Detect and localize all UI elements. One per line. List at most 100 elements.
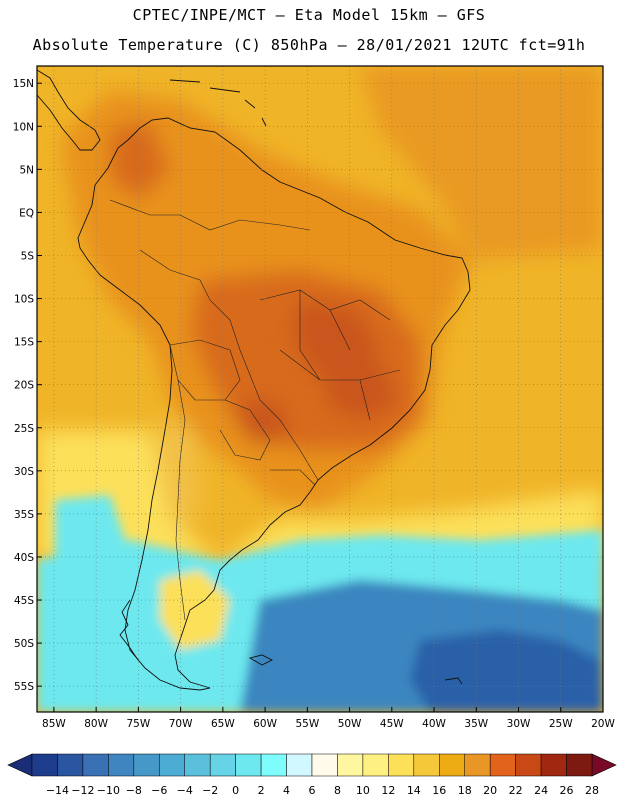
colorbar-label: 22 xyxy=(509,784,523,797)
colorbar-label: 26 xyxy=(560,784,574,797)
field-hot-spot-1 xyxy=(290,300,380,380)
colorbar-label: 0 xyxy=(232,784,239,797)
south-america-coastline xyxy=(77,117,471,691)
colorbar-label: 18 xyxy=(458,784,472,797)
lat-tick-label: 25S xyxy=(14,423,34,435)
colorbar-swatch xyxy=(489,753,516,777)
lat-tick-label: 15S xyxy=(14,337,34,349)
field-pacific-cold-patch xyxy=(55,495,125,590)
colorbar-label: 24 xyxy=(534,784,548,797)
colorbar-swatch xyxy=(311,753,338,777)
colorbar-swatch xyxy=(133,753,160,777)
map-title-line1: CPTEC/INPE/MCT – Eta Model 15km – GFS xyxy=(132,6,486,24)
south-georgia xyxy=(444,677,463,685)
colorbar-swatch xyxy=(108,753,135,777)
lat-tick-label: 20S xyxy=(14,380,34,392)
colorbar-swatch xyxy=(159,753,185,777)
colorbar-swatch xyxy=(515,753,542,777)
lat-tick-label: 30S xyxy=(14,466,34,478)
colorbar-label: 2 xyxy=(258,784,265,797)
lon-tick-label: 30W xyxy=(507,718,531,730)
colorbar-swatch xyxy=(388,753,415,777)
colorbar-swatch xyxy=(260,753,287,777)
border-uruguay xyxy=(270,469,316,486)
temperature-field xyxy=(37,66,603,712)
chiloe-fjords xyxy=(119,599,139,661)
colorbar-swatch xyxy=(286,753,313,777)
lat-tick-label: 50S xyxy=(14,638,34,650)
central-america-coastline xyxy=(37,69,101,151)
colorbar-under-arrow xyxy=(7,753,33,777)
border-andes xyxy=(169,344,186,621)
colorbar-swatch xyxy=(566,753,593,777)
lon-tick-label: 20W xyxy=(591,718,615,730)
colorbar-label: 10 xyxy=(356,784,370,797)
colorbar-label: 14 xyxy=(407,784,421,797)
lat-tick-label: 10S xyxy=(14,294,34,306)
lat-tick-label: EQ xyxy=(19,207,34,219)
colorbar-label: 6 xyxy=(309,784,316,797)
lon-tick-label: 45W xyxy=(380,718,404,730)
lon-tick-label: 75W xyxy=(126,718,150,730)
border-bolivia xyxy=(169,339,241,401)
lon-tick-label: 35W xyxy=(464,718,488,730)
colorbar-swatch xyxy=(209,753,236,777)
lat-tick-label: 40S xyxy=(14,552,34,564)
colorbar-label: 16 xyxy=(432,784,446,797)
field-patagonia-mild xyxy=(160,570,230,650)
colorbar-label: 8 xyxy=(334,784,341,797)
colorbar-label: −4 xyxy=(177,784,193,797)
colorbar-label: 28 xyxy=(585,784,599,797)
lon-tick-label: 65W xyxy=(211,718,235,730)
map-title-line2: Absolute Temperature (C) 850hPa – 28/01/… xyxy=(32,36,586,54)
colorbar-label: −2 xyxy=(202,784,218,797)
colorbar-swatch xyxy=(362,753,389,777)
field-south-gradient xyxy=(37,430,603,560)
longitude-axis: 85W 80W 75W 70W 65W 60W 55W 50W 45W 40W 35W 30W 25W 2… xyxy=(42,707,615,730)
temperature-colorbar: −14 −12 −10 −8 −6 −4 −2 0 2 4 6 8 10 12 14 16 18 20 22 24 26… xyxy=(7,753,617,797)
colorbar-label: −12 xyxy=(71,784,94,797)
lat-tick-label: 45S xyxy=(14,595,34,607)
latitude-axis: 15N 10N 5N EQ 5S 10S 15S 20S 25S 30S 35S 40S 45S 50S 5… xyxy=(13,78,42,693)
field-deep-cold xyxy=(410,630,603,712)
colorbar-label: −6 xyxy=(151,784,167,797)
colorbar-label: 20 xyxy=(483,784,497,797)
field-venezuela-warm xyxy=(110,120,170,200)
colorbar-swatch xyxy=(540,753,567,777)
colorbar-over-arrow xyxy=(591,753,617,777)
lon-tick-label: 55W xyxy=(295,718,319,730)
colorbar-label: −8 xyxy=(126,784,142,797)
colorbar-swatch xyxy=(235,753,262,777)
colorbar-swatch xyxy=(184,753,211,777)
lon-tick-label: 25W xyxy=(549,718,573,730)
lat-tick-label: 5N xyxy=(19,164,34,176)
coastlines xyxy=(37,69,471,691)
lon-tick-label: 80W xyxy=(84,718,108,730)
colorbar-swatch xyxy=(82,753,109,777)
caribbean-islands xyxy=(169,79,267,127)
colorbar-swatch xyxy=(57,753,84,777)
colorbar-swatch xyxy=(439,753,465,777)
colorbar-swatch xyxy=(464,753,491,777)
border-amazon xyxy=(109,199,311,231)
border-brazil-states xyxy=(259,289,401,421)
lat-tick-label: 10N xyxy=(13,121,34,133)
colorbar-swatch xyxy=(413,753,440,777)
lon-tick-label: 70W xyxy=(169,718,193,730)
lat-tick-label: 5S xyxy=(21,250,35,262)
map-frame xyxy=(36,65,604,713)
colorbar-label: 12 xyxy=(381,784,395,797)
lat-tick-label: 15N xyxy=(13,78,34,90)
lon-tick-label: 60W xyxy=(253,718,277,730)
colorbar-swatch xyxy=(31,753,58,777)
colorbar-label: 4 xyxy=(283,784,290,797)
colorbar-label: −14 xyxy=(46,784,69,797)
field-atlantic-warm xyxy=(360,66,603,260)
lon-tick-label: 85W xyxy=(42,718,66,730)
falkland-islands xyxy=(248,654,274,666)
border-brazil-west xyxy=(139,249,319,481)
lon-tick-label: 50W xyxy=(338,718,362,730)
lat-tick-label: 55S xyxy=(14,681,34,693)
lat-tick-label: 35S xyxy=(14,509,34,521)
